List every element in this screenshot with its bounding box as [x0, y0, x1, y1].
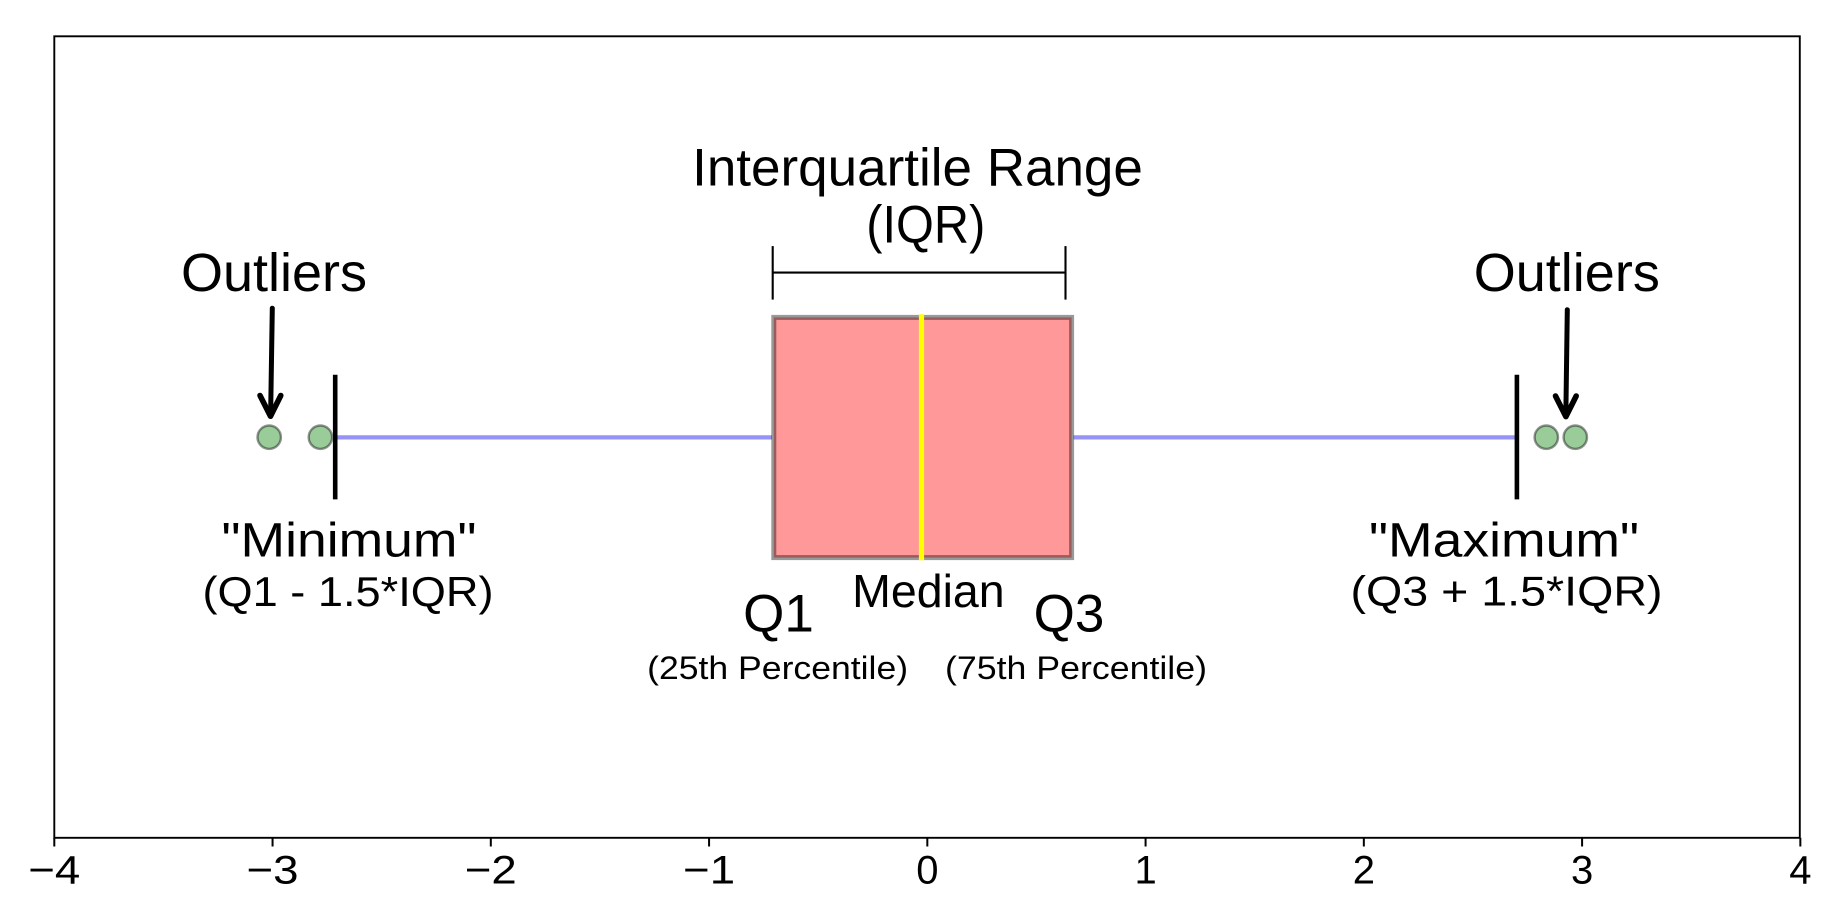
svg-text:(IQR): (IQR): [866, 196, 985, 255]
svg-text:−1: −1: [683, 849, 735, 893]
svg-text:Interquartile Range: Interquartile Range: [692, 138, 1143, 197]
svg-text:Q1: Q1: [743, 585, 814, 644]
svg-text:Median: Median: [852, 565, 1005, 617]
svg-text:2: 2: [1353, 849, 1375, 893]
svg-text:−2: −2: [465, 849, 517, 893]
svg-text:0: 0: [916, 849, 938, 893]
svg-text:3: 3: [1571, 849, 1593, 893]
svg-text:(75th Percentile): (75th Percentile): [945, 650, 1207, 686]
svg-text:Outliers: Outliers: [181, 243, 367, 303]
svg-text:"Maximum": "Maximum": [1369, 513, 1639, 567]
svg-text:(Q3 + 1.5*IQR): (Q3 + 1.5*IQR): [1351, 567, 1663, 614]
svg-text:(25th Percentile): (25th Percentile): [647, 650, 908, 686]
svg-text:−4: −4: [28, 849, 80, 893]
svg-text:"Minimum": "Minimum": [222, 513, 477, 567]
svg-text:4: 4: [1789, 849, 1811, 893]
svg-text:1: 1: [1134, 849, 1156, 893]
svg-text:Q3: Q3: [1034, 585, 1105, 644]
svg-text:(Q1 - 1.5*IQR): (Q1 - 1.5*IQR): [203, 568, 494, 615]
svg-text:−3: −3: [247, 849, 299, 893]
svg-text:Outliers: Outliers: [1474, 243, 1660, 303]
